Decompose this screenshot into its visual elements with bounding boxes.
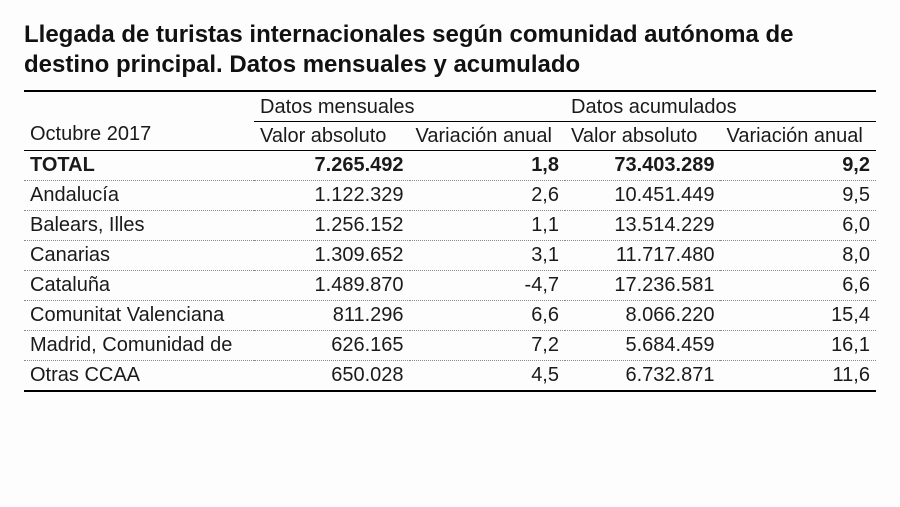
- cell-value: 626.165: [254, 331, 409, 361]
- table-row: Cataluña1.489.870-4,717.236.5816,6: [24, 271, 876, 301]
- cell-value: 6,0: [720, 211, 876, 241]
- cell-region: Andalucía: [24, 181, 254, 211]
- group-header-monthly: Datos mensuales: [254, 91, 565, 122]
- cell-value: 17.236.581: [565, 271, 720, 301]
- cell-value: 6,6: [720, 271, 876, 301]
- cell-region: Madrid, Comunidad de: [24, 331, 254, 361]
- table-row: Andalucía1.122.3292,610.451.4499,5: [24, 181, 876, 211]
- cell-value: 8.066.220: [565, 301, 720, 331]
- cell-region: Canarias: [24, 241, 254, 271]
- cell-value: 811.296: [254, 301, 409, 331]
- col-monthly-var: Variación anual: [410, 122, 565, 151]
- cell-value: 6,6: [410, 301, 565, 331]
- cell-value: 11,6: [720, 361, 876, 392]
- cell-value: 1.309.652: [254, 241, 409, 271]
- cell-region: Balears, Illes: [24, 211, 254, 241]
- period-header: Octubre 2017: [24, 91, 254, 151]
- cell-region: Comunitat Valenciana: [24, 301, 254, 331]
- table-row: Madrid, Comunidad de626.1657,25.684.4591…: [24, 331, 876, 361]
- cell-value: 3,1: [410, 241, 565, 271]
- table-title: Llegada de turistas internacionales segú…: [24, 20, 876, 80]
- table-body: TOTAL 7.265.492 1,8 73.403.289 9,2 Andal…: [24, 151, 876, 392]
- cell-value: 16,1: [720, 331, 876, 361]
- cell-region: Otras CCAA: [24, 361, 254, 392]
- cell-value: 7.265.492: [254, 151, 409, 181]
- cell-value: 1.256.152: [254, 211, 409, 241]
- cell-value: 11.717.480: [565, 241, 720, 271]
- cell-value: 1,1: [410, 211, 565, 241]
- cell-value: 650.028: [254, 361, 409, 392]
- cell-value: 1.122.329: [254, 181, 409, 211]
- col-monthly-abs: Valor absoluto: [254, 122, 409, 151]
- col-cumulative-var: Variación anual: [720, 122, 876, 151]
- cell-value: 1,8: [410, 151, 565, 181]
- tourist-arrivals-table: Octubre 2017 Datos mensuales Datos acumu…: [24, 90, 876, 392]
- cell-value: 4,5: [410, 361, 565, 392]
- cell-value: 15,4: [720, 301, 876, 331]
- cell-value: 9,2: [720, 151, 876, 181]
- group-header-cumulative: Datos acumulados: [565, 91, 876, 122]
- cell-region: Cataluña: [24, 271, 254, 301]
- table-row: Balears, Illes1.256.1521,113.514.2296,0: [24, 211, 876, 241]
- cell-value: 8,0: [720, 241, 876, 271]
- cell-value: 2,6: [410, 181, 565, 211]
- row-total: TOTAL 7.265.492 1,8 73.403.289 9,2: [24, 151, 876, 181]
- table-row: Canarias1.309.6523,111.717.4808,0: [24, 241, 876, 271]
- cell-value: 10.451.449: [565, 181, 720, 211]
- col-cumulative-abs: Valor absoluto: [565, 122, 720, 151]
- cell-value: 9,5: [720, 181, 876, 211]
- cell-region: TOTAL: [24, 151, 254, 181]
- cell-value: 73.403.289: [565, 151, 720, 181]
- cell-value: 6.732.871: [565, 361, 720, 392]
- cell-value: 13.514.229: [565, 211, 720, 241]
- cell-value: 5.684.459: [565, 331, 720, 361]
- cell-value: 1.489.870: [254, 271, 409, 301]
- cell-value: -4,7: [410, 271, 565, 301]
- table-row: Otras CCAA650.0284,56.732.87111,6: [24, 361, 876, 392]
- cell-value: 7,2: [410, 331, 565, 361]
- table-row: Comunitat Valenciana811.2966,68.066.2201…: [24, 301, 876, 331]
